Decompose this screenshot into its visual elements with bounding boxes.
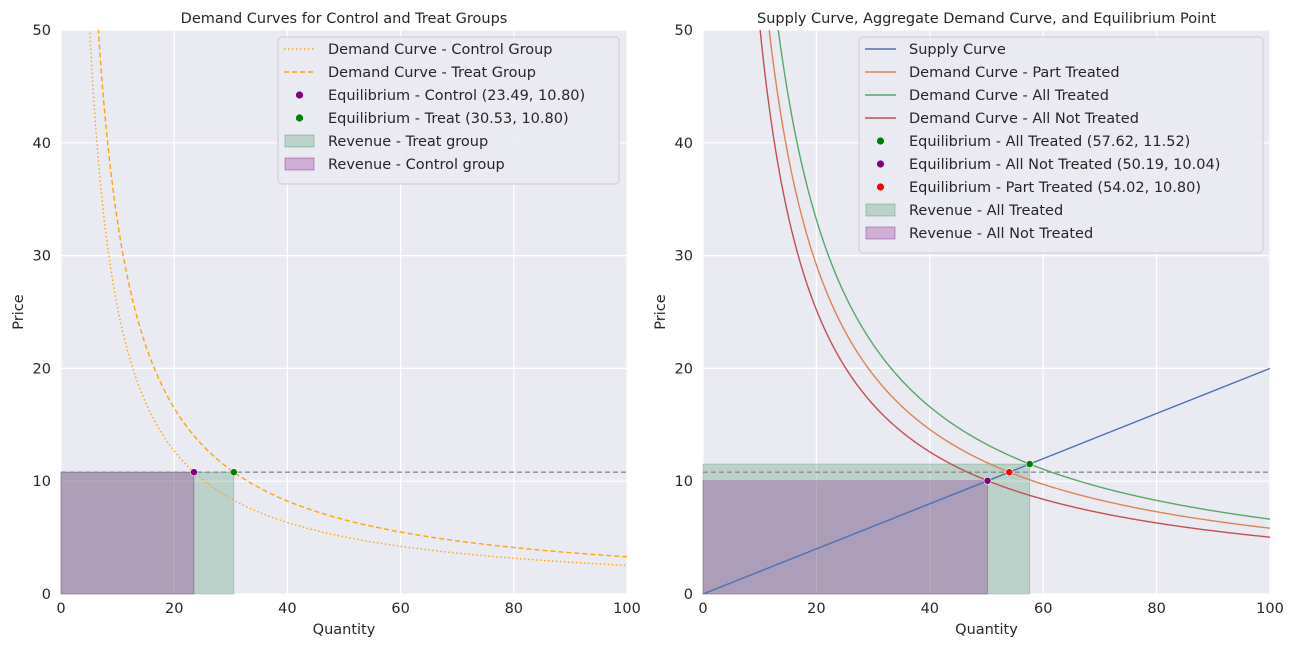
y-axis-label: Price [11, 294, 27, 329]
x-axis-label: Quantity [955, 622, 1018, 638]
y-tick-label: 10 [33, 474, 51, 490]
equilibrium-point [1025, 460, 1034, 468]
legend-area-swatch [284, 157, 315, 171]
legend: Demand Curve - Control Group Demand Curve… [277, 36, 620, 185]
legend-label: Revenue - All Not Treated [909, 226, 1093, 242]
equilibrium-point [190, 468, 198, 477]
chart-supply-aggregate-demand: 0 20 40 60 80 100 0 10 20 30 40 50 Supply Curve, Ag… [653, 11, 1284, 638]
revenue-area [60, 471, 195, 595]
legend-label: Demand Curve - Control Group [328, 42, 553, 58]
x-tick-label: 60 [391, 601, 409, 617]
tick-labels: 0 20 40 60 80 100 0 10 20 30 40 50 [675, 23, 1284, 617]
series-line [97, 30, 627, 558]
equilibrium-point [983, 476, 992, 485]
legend-label: Revenue - Treat group [328, 134, 488, 150]
x-tick-label: 80 [1147, 601, 1165, 617]
legend-point-swatch [876, 137, 885, 145]
legend-box [858, 36, 1264, 254]
legend-area-swatch [284, 134, 315, 148]
x-tick-label: 100 [1256, 601, 1284, 617]
legend-label: Demand Curve - Part Treated [909, 65, 1120, 81]
chart-demand-control-treat: 0 20 40 60 80 100 0 10 20 30 40 50 Demand Curves fo… [11, 11, 641, 638]
legend-label: Equilibrium - All Not Treated (50.19, 10… [909, 157, 1220, 173]
x-tick-label: 60 [1034, 601, 1052, 617]
y-tick-label: 0 [42, 587, 51, 603]
revenue-area [60, 471, 235, 595]
equilibrium-point [1005, 468, 1014, 477]
y-tick-label: 20 [675, 361, 693, 377]
legend-label: Revenue - All Treated [909, 203, 1063, 219]
legend-point-swatch [876, 183, 885, 191]
legend-point-swatch [295, 114, 304, 122]
x-tick-label: 100 [613, 601, 641, 617]
legend-area-swatch [865, 203, 896, 217]
x-tick-label: 80 [505, 601, 523, 617]
y-axis-label: Price [653, 294, 669, 329]
legend-label: Equilibrium - Treat (30.53, 10.80) [328, 111, 569, 127]
legend-box [277, 36, 620, 185]
chart-title: Supply Curve, Aggregate Demand Curve, an… [757, 11, 1216, 27]
legend-point-swatch [876, 160, 885, 168]
series-line [759, 30, 1270, 538]
y-tick-label: 20 [33, 361, 51, 377]
y-tick-label: 0 [684, 587, 693, 603]
x-axis-label: Quantity [313, 622, 376, 638]
legend-label: Revenue - Control group [328, 157, 505, 173]
legend: Supply Curve Demand Curve - Part Treated D… [858, 36, 1264, 254]
y-tick-label: 40 [33, 136, 51, 152]
x-tick-label: 20 [165, 601, 183, 617]
tick-labels: 0 20 40 60 80 100 0 10 20 30 40 50 [33, 23, 641, 617]
equilibrium-points [190, 468, 238, 477]
y-tick-label: 10 [675, 474, 693, 490]
legend-label: Equilibrium - Part Treated (54.02, 10.80… [909, 180, 1201, 196]
revenue-areas [60, 471, 235, 595]
x-tick-label: 40 [278, 601, 296, 617]
x-tick-label: 0 [698, 601, 707, 617]
series-lines [89, 30, 627, 567]
x-tick-label: 0 [56, 601, 65, 617]
y-tick-label: 30 [675, 249, 693, 265]
legend-label: Demand Curve - Treat Group [328, 65, 536, 81]
y-tick-label: 50 [675, 23, 693, 39]
series-line [89, 30, 627, 567]
legend-point-swatch [295, 91, 304, 99]
chart-title: Demand Curves for Control and Treat Grou… [181, 11, 508, 27]
legend-label: Equilibrium - All Treated (57.62, 11.52) [909, 134, 1190, 150]
legend-label: Demand Curve - All Not Treated [909, 111, 1139, 127]
legend-label: Supply Curve [909, 42, 1006, 58]
y-tick-label: 50 [33, 23, 51, 39]
equilibrium-point [229, 468, 238, 477]
legend-area-swatch [865, 226, 896, 240]
x-tick-label: 20 [807, 601, 825, 617]
y-tick-label: 30 [33, 249, 51, 265]
legend-label: Demand Curve - All Treated [909, 88, 1109, 104]
series-line [777, 30, 1270, 520]
equilibrium-points [983, 460, 1034, 485]
x-tick-label: 40 [921, 601, 939, 617]
y-tick-label: 40 [675, 136, 693, 152]
legend-label: Equilibrium - Control (23.49, 10.80) [328, 88, 585, 104]
